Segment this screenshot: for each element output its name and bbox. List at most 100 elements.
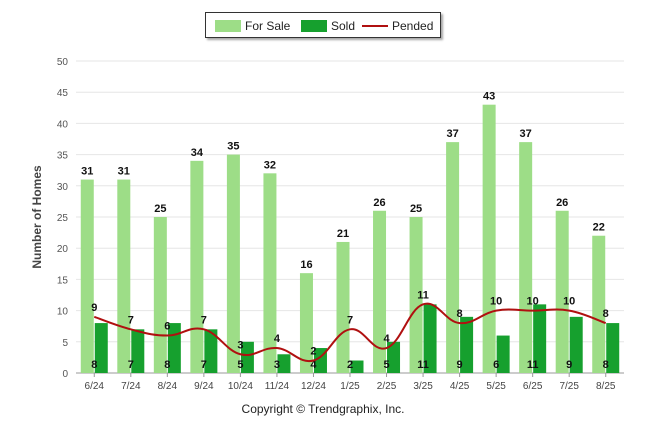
bar-sold <box>204 329 218 373</box>
data-label-for-sale: 25 <box>154 203 166 215</box>
data-label-sold: 2 <box>347 359 353 371</box>
y-tick-label: 35 <box>57 151 69 162</box>
bar-for-sale <box>80 179 94 373</box>
y-tick-label: 20 <box>57 244 69 255</box>
bar-for-sale <box>226 154 240 373</box>
bar-for-sale <box>592 235 606 373</box>
data-label-pended: 4 <box>383 333 390 345</box>
legend-label-for-sale: For Sale <box>245 19 291 33</box>
line-pended <box>93 302 607 363</box>
bar-for-sale <box>299 273 313 373</box>
data-label-pended: 3 <box>237 339 243 351</box>
bar-sold <box>350 360 364 373</box>
y-tick-label: 25 <box>57 213 69 224</box>
copyright-text: Copyright © Trendgraphix, Inc. <box>241 402 405 416</box>
bar-sold <box>423 304 437 373</box>
bar-for-sale <box>263 173 277 373</box>
data-label-for-sale: 31 <box>81 166 93 178</box>
data-label-for-sale: 26 <box>373 197 385 209</box>
data-label-sold: 11 <box>527 359 539 371</box>
data-label-for-sale: 32 <box>264 159 276 171</box>
bar-sold <box>131 329 145 373</box>
legend-swatch-pended <box>362 25 388 27</box>
data-label-pended: 10 <box>490 296 502 308</box>
bar-sold <box>460 316 474 373</box>
y-tick-label: 50 <box>57 57 69 68</box>
data-label-for-sale: 37 <box>446 128 458 140</box>
data-label-sold: 9 <box>566 359 572 371</box>
data-label-sold: 11 <box>417 359 429 371</box>
data-label-for-sale: 43 <box>483 91 495 103</box>
data-label-sold: 5 <box>237 359 243 371</box>
data-label-pended: 10 <box>527 296 539 308</box>
y-tick-label: 15 <box>57 275 69 286</box>
x-tick-label: 6/24 <box>85 381 105 392</box>
x-tick-label: 8/24 <box>158 381 178 392</box>
y-tick-label: 30 <box>57 182 69 193</box>
bar-sold <box>496 335 510 373</box>
y-axis-title: Number of Homes <box>30 165 44 269</box>
legend-swatch-sold <box>301 20 327 32</box>
bar-sold <box>94 323 108 373</box>
data-label-for-sale: 25 <box>410 203 422 215</box>
y-tick-label: 5 <box>62 338 68 349</box>
x-tick-label: 10/24 <box>228 381 253 392</box>
bar-for-sale <box>409 217 423 373</box>
data-label-for-sale: 22 <box>593 222 605 234</box>
bar-sold <box>606 323 620 373</box>
data-label-sold: 8 <box>603 359 609 371</box>
data-label-for-sale: 31 <box>118 166 130 178</box>
bar-sold <box>240 341 254 373</box>
bar-for-sale <box>482 104 496 374</box>
data-label-sold: 4 <box>310 359 317 371</box>
x-tick-label: 12/24 <box>301 381 326 392</box>
x-tick-label: 8/25 <box>596 381 616 392</box>
x-tick-label: 1/25 <box>340 381 360 392</box>
x-tick-label: 4/25 <box>450 381 470 392</box>
data-label-for-sale: 34 <box>191 147 204 159</box>
data-label-for-sale: 26 <box>556 197 568 209</box>
bar-for-sale <box>153 217 167 373</box>
bar-for-sale <box>519 142 533 373</box>
y-tick-label: 45 <box>57 88 69 99</box>
x-tick-label: 7/24 <box>121 381 141 392</box>
data-label-sold: 7 <box>201 359 207 371</box>
bar-sold <box>277 354 291 373</box>
legend-label-sold: Sold <box>331 19 356 33</box>
data-label-for-sale: 21 <box>337 228 349 240</box>
x-tick-label: 7/25 <box>559 381 579 392</box>
data-label-pended: 7 <box>201 314 207 326</box>
data-label-sold: 8 <box>91 359 97 371</box>
bar-for-sale <box>190 160 204 373</box>
bar-for-sale <box>555 210 569 373</box>
y-tick-label: 40 <box>57 119 69 130</box>
data-label-for-sale: 37 <box>520 128 532 140</box>
legend-label-pended: Pended <box>392 19 434 33</box>
x-tick-label: 2/25 <box>377 381 397 392</box>
y-tick-label: 10 <box>57 307 69 318</box>
data-label-for-sale: 16 <box>300 259 312 271</box>
data-label-pended: 8 <box>603 308 609 320</box>
legend-swatch-for-sale <box>215 20 241 32</box>
bar-for-sale <box>446 142 460 373</box>
data-label-for-sale: 35 <box>227 141 239 153</box>
bar-sold <box>387 341 401 373</box>
data-label-pended: 7 <box>347 314 353 326</box>
y-tick-label: 0 <box>62 369 68 380</box>
x-tick-label: 11/24 <box>265 381 290 392</box>
data-label-pended: 8 <box>457 308 463 320</box>
x-tick-label: 9/24 <box>194 381 214 392</box>
x-tick-label: 5/25 <box>486 381 506 392</box>
data-label-pended: 6 <box>164 321 170 333</box>
data-label-sold: 6 <box>493 359 499 371</box>
data-label-pended: 2 <box>310 346 316 358</box>
bar-sold <box>533 304 547 373</box>
legend: For Sale Sold Pended <box>205 12 441 38</box>
data-label-sold: 5 <box>383 359 389 371</box>
data-label-sold: 7 <box>128 359 134 371</box>
data-label-sold: 8 <box>164 359 170 371</box>
x-tick-label: 3/25 <box>413 381 433 392</box>
data-label-pended: 9 <box>91 302 97 314</box>
